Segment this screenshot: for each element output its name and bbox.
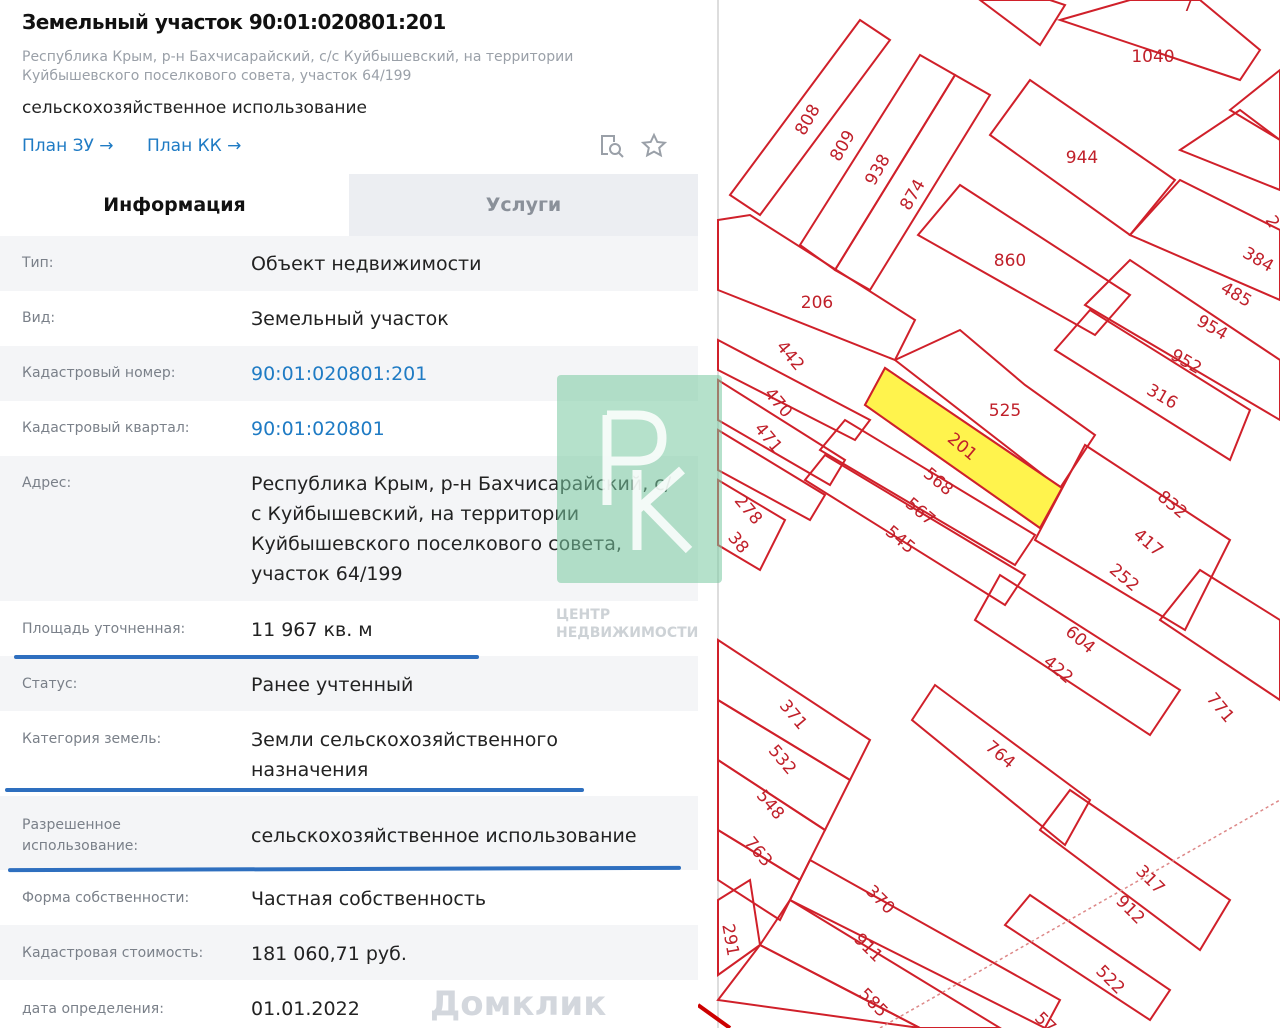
cadastral-quarter-link[interactable]: 90:01:020801 [251, 418, 385, 440]
parcel-outline [988, 78, 1177, 237]
highlight-underline [5, 788, 584, 792]
row-label: Кадастровая стоимость: [22, 945, 204, 961]
parcel-outline [717, 338, 872, 442]
parcel-label: 525 [989, 401, 1021, 421]
row-value: 181 060,71 руб. [251, 943, 407, 965]
parcel-outline [1038, 788, 1232, 952]
row-label: Адрес: [22, 475, 72, 491]
parcel-outline [1083, 258, 1280, 422]
row-value: Земельный участок [251, 308, 449, 330]
parcel-outline [1228, 68, 1280, 142]
parcel-outline [910, 683, 1092, 847]
tab-services[interactable]: Услуги [349, 174, 698, 236]
info-row-land-category: Категория земель: Земли сельскохозяйстве… [0, 711, 698, 796]
domclick-watermark: Домклик [430, 984, 607, 1024]
parcel-outline [1177, 108, 1280, 192]
parcel-outline [1053, 308, 1252, 462]
row-value: Объект недвижимости [251, 253, 482, 275]
row-label: Площадь уточненная: [22, 621, 186, 637]
parcel-outline [716, 943, 921, 1029]
parcel-outline [916, 183, 1132, 337]
row-label: Кадастровый квартал: [22, 420, 190, 436]
parcel-label: 860 [994, 251, 1026, 271]
row-value: 01.01.2022 [251, 998, 360, 1020]
info-row-status: Статус: Ранее учтенный [0, 656, 698, 711]
row-value: сельскохозяйственное использование [251, 825, 637, 847]
row-label: Разрешенное использование: [22, 817, 139, 854]
row-value: Частная собственность [251, 888, 487, 910]
road-line [879, 799, 1280, 1029]
parcel-outline [717, 213, 917, 362]
info-row-cadastral-value: Кадастровая стоимость: 181 060,71 руб. [0, 925, 698, 980]
parcel-outline [1158, 568, 1280, 702]
center-watermark-text: ЦЕНТР НЕДВИЖИМОСТИ [556, 607, 699, 641]
parcel-label: 944 [1066, 148, 1098, 168]
parcel-outline [803, 453, 1027, 607]
info-row-cadastral-number: Кадастровый номер: 90:01:020801:201 [0, 346, 698, 401]
parcel-outline [717, 828, 802, 922]
parcel-outline [818, 418, 1037, 567]
map-background [698, 0, 1280, 1028]
parcel-outline [717, 878, 762, 977]
boundary-line [696, 1003, 732, 1030]
star-icon[interactable] [640, 132, 668, 160]
parcel-outline [1003, 893, 1172, 1022]
row-value: 11 967 кв. м [251, 619, 373, 641]
row-label: Вид: [22, 310, 56, 326]
row-value: Земли сельскохозяйственного назначения [251, 729, 558, 781]
row-label: Тип: [22, 255, 54, 271]
tab-bar: Информация Услуги [0, 174, 698, 236]
parcel-label: 7 [1183, 0, 1194, 16]
tab-information[interactable]: Информация [0, 174, 349, 236]
header-use: сельскохозяйственное использование [22, 98, 367, 118]
row-label: Категория земель: [22, 731, 162, 747]
info-row-cadastral-quarter: Кадастровый квартал: 90:01:020801 [0, 401, 698, 456]
header-address: Республика Крым, р-н Бахчисарайский, с/с… [22, 49, 574, 84]
rk-logo-watermark [557, 375, 722, 583]
row-label: Кадастровый номер: [22, 365, 176, 381]
parcel-outline [728, 18, 892, 217]
highlight-underline [14, 655, 479, 659]
parcel-label: 206 [801, 293, 833, 313]
info-row-kind: Вид: Земельный участок [0, 291, 698, 346]
row-value: Ранее учтенный [251, 674, 414, 696]
row-label: Форма собственности: [22, 890, 190, 906]
info-row-area: Площадь уточненная: 11 967 кв. м [0, 601, 698, 656]
row-label: дата определения: [22, 1001, 164, 1017]
parcel-outline [893, 328, 1097, 490]
selected-parcel [863, 366, 1064, 530]
cadastral-map[interactable]: 1040 808 809 938 874 944 860 206 442 470 471 525 201… [696, 0, 1280, 1032]
info-row-type: Тип: Объект недвижимости [0, 236, 698, 291]
parcel-outline [1128, 178, 1280, 302]
row-label: Статус: [22, 676, 78, 692]
parcel-outline [978, 0, 1067, 47]
cadastral-number-link[interactable]: 90:01:020801:201 [251, 363, 428, 385]
info-row-valuation-date: дата определения: 01.01.2022 [0, 980, 698, 1028]
parcel-outline [788, 858, 1062, 1030]
document-search-icon[interactable] [598, 132, 626, 160]
plan-kk-link[interactable]: План КК → [147, 136, 242, 156]
parcel-outline [1056, 0, 1262, 82]
info-row-ownership: Форма собственности: Частная собственнос… [0, 870, 698, 925]
parcel-label: 1040 [1131, 47, 1174, 67]
info-row-permitted-use: Разрешенное использование: сельскохозяйс… [0, 796, 698, 870]
page-title: Земельный участок 90:01:020801:201 [22, 10, 446, 34]
parcel-outline [973, 573, 1182, 737]
parcel-outline [1033, 443, 1232, 632]
map-canvas[interactable]: 1040808809938874944860206442470471525201… [696, 0, 1280, 1032]
plan-zu-link[interactable]: План ЗУ → [22, 136, 114, 156]
rk-logo-letters [602, 410, 693, 554]
